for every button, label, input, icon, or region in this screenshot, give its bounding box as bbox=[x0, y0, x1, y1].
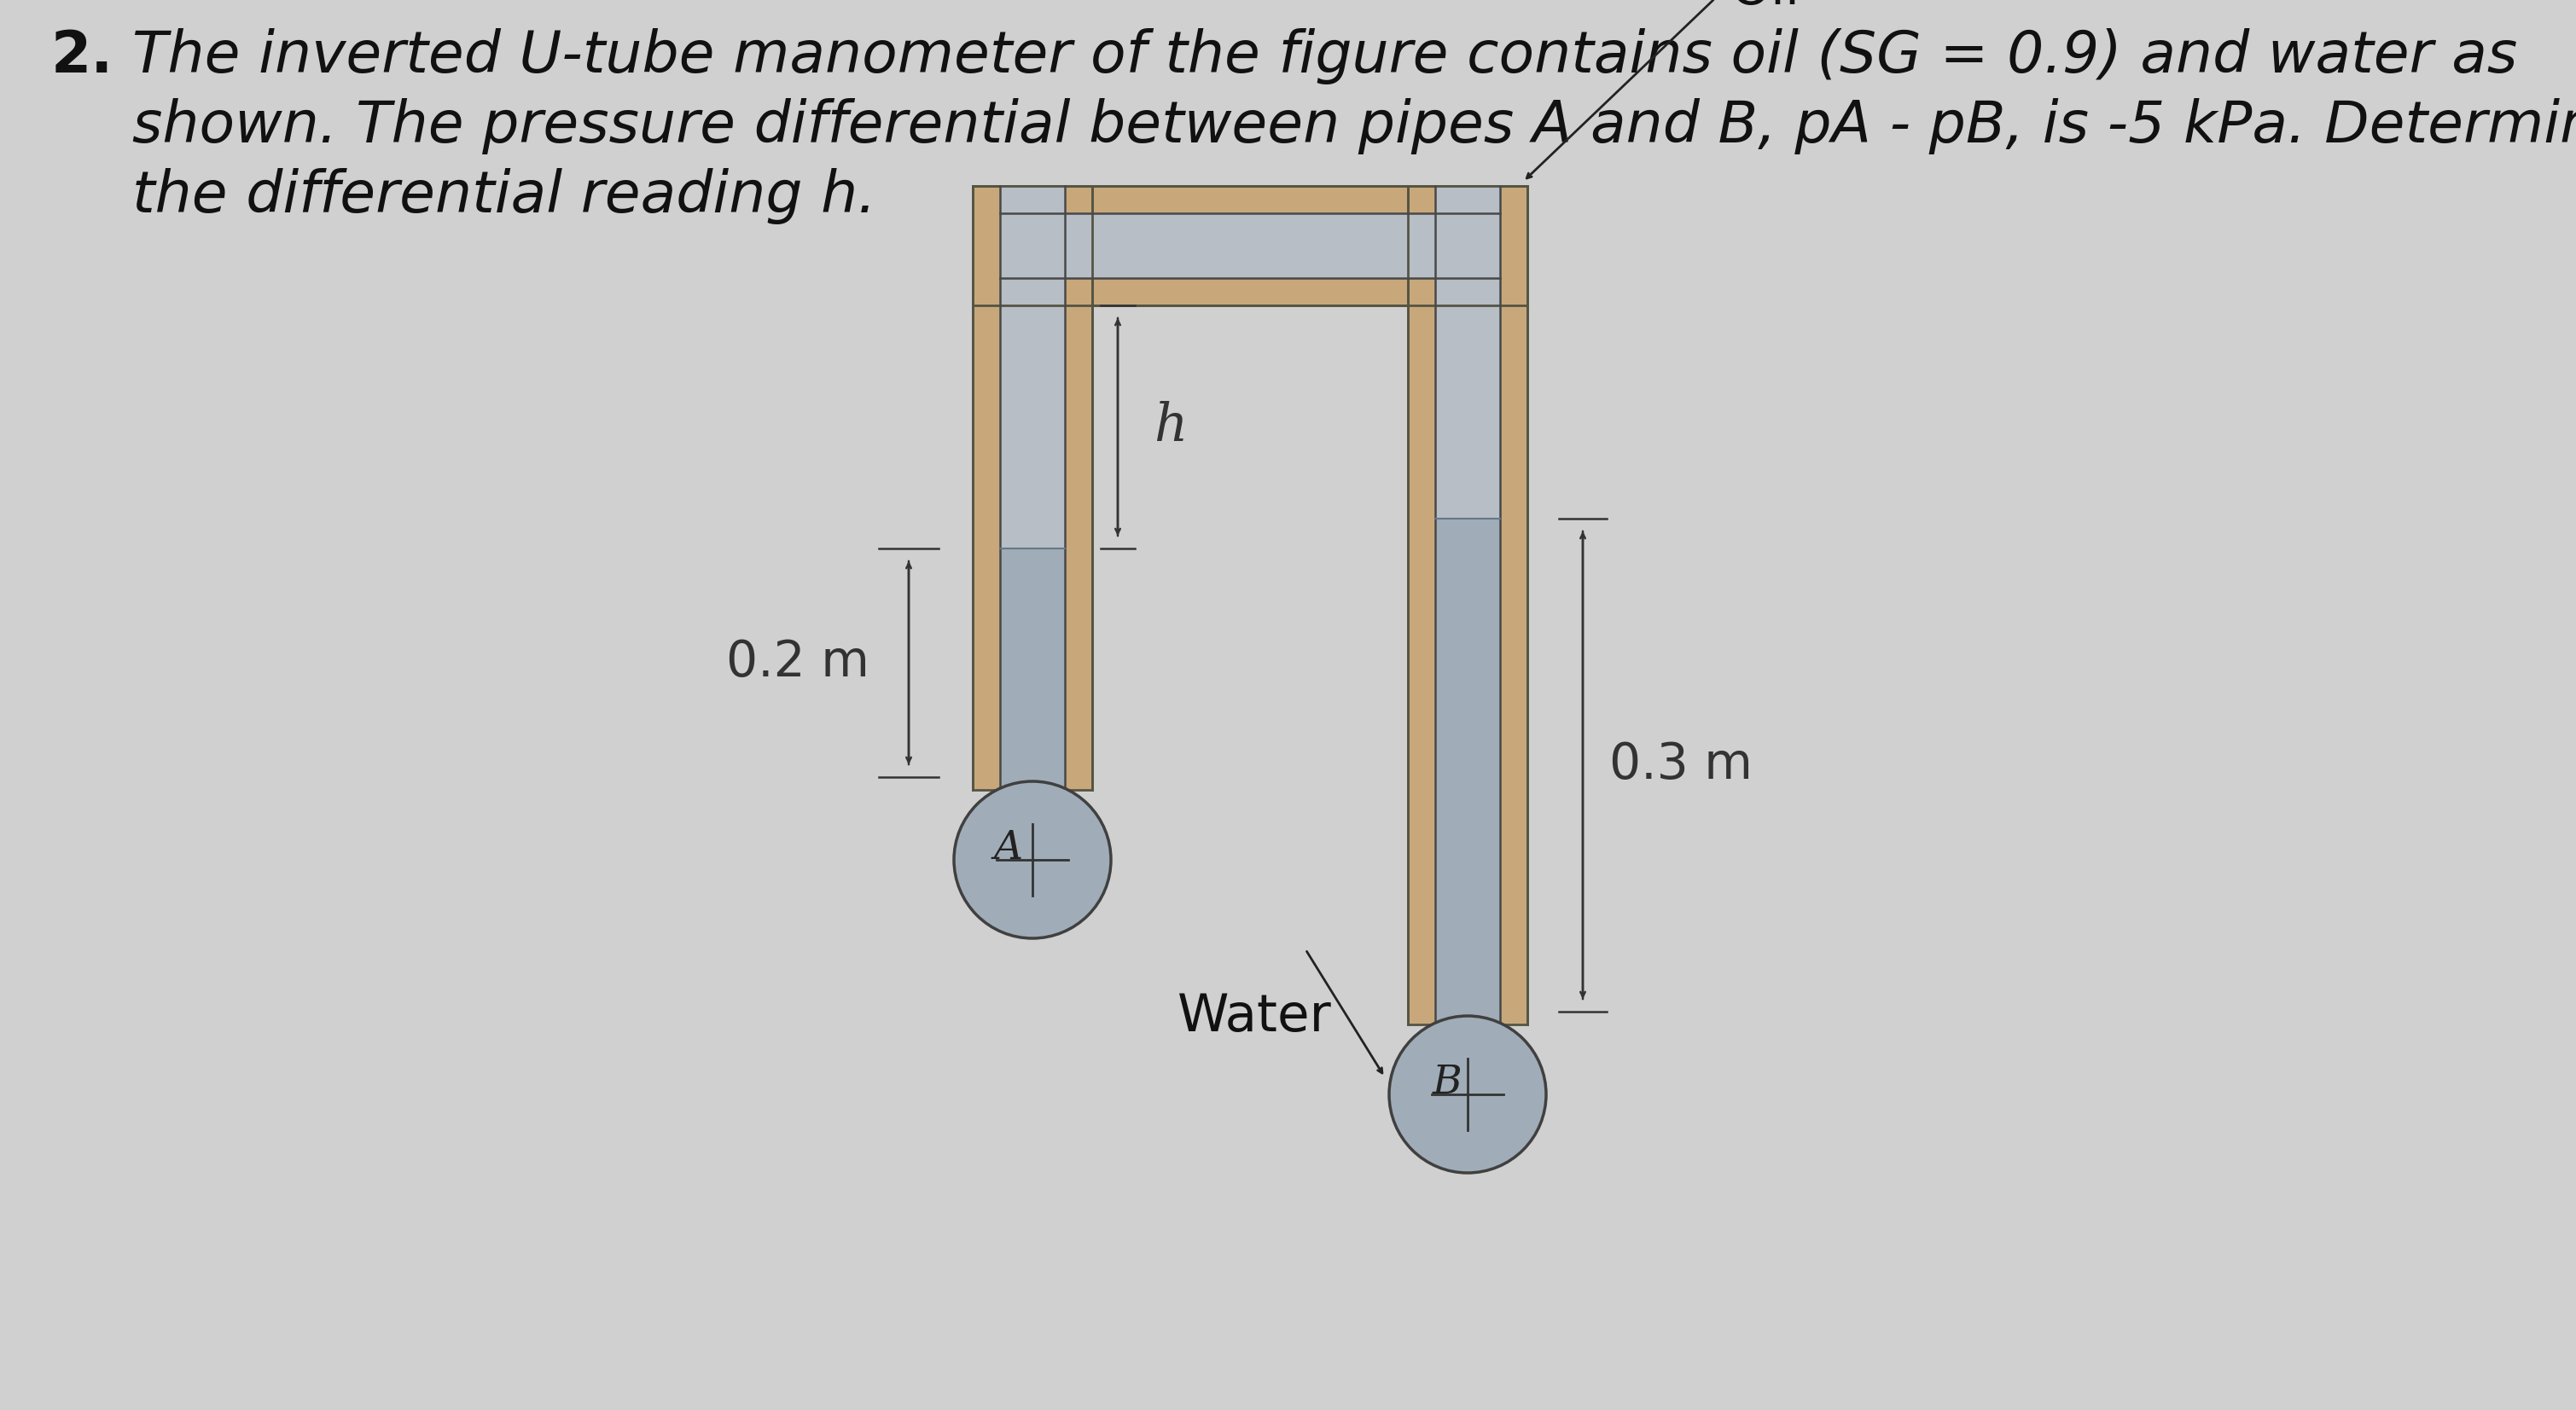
Circle shape bbox=[953, 781, 1110, 938]
Text: 0.2 m: 0.2 m bbox=[726, 639, 871, 687]
Text: 0.3 m: 0.3 m bbox=[1610, 740, 1752, 790]
Bar bbox=[974, 186, 1528, 306]
Bar bbox=[999, 548, 1064, 790]
Text: Water: Water bbox=[1177, 993, 1332, 1042]
Text: The inverted U-tube manometer of the figure contains oil (SG = 0.9) and water as: The inverted U-tube manometer of the fig… bbox=[131, 28, 2517, 85]
Text: A: A bbox=[994, 829, 1023, 867]
Text: h: h bbox=[1154, 402, 1188, 453]
Bar bbox=[1435, 519, 1499, 1025]
Bar bbox=[1409, 186, 1528, 1025]
Text: shown. The pressure differential between pipes A and B, pA - pB, is -5 kPa. Dete: shown. The pressure differential between… bbox=[131, 99, 2576, 154]
Text: B: B bbox=[1432, 1063, 1463, 1101]
Bar bbox=[999, 186, 1064, 548]
Circle shape bbox=[1388, 1017, 1546, 1173]
Text: the differential reading h.: the differential reading h. bbox=[131, 168, 876, 224]
Bar bbox=[999, 213, 1499, 278]
Text: Oil: Oil bbox=[1731, 0, 1801, 16]
Bar bbox=[1435, 186, 1499, 519]
Bar bbox=[974, 186, 1092, 790]
Text: 2.: 2. bbox=[52, 28, 113, 85]
